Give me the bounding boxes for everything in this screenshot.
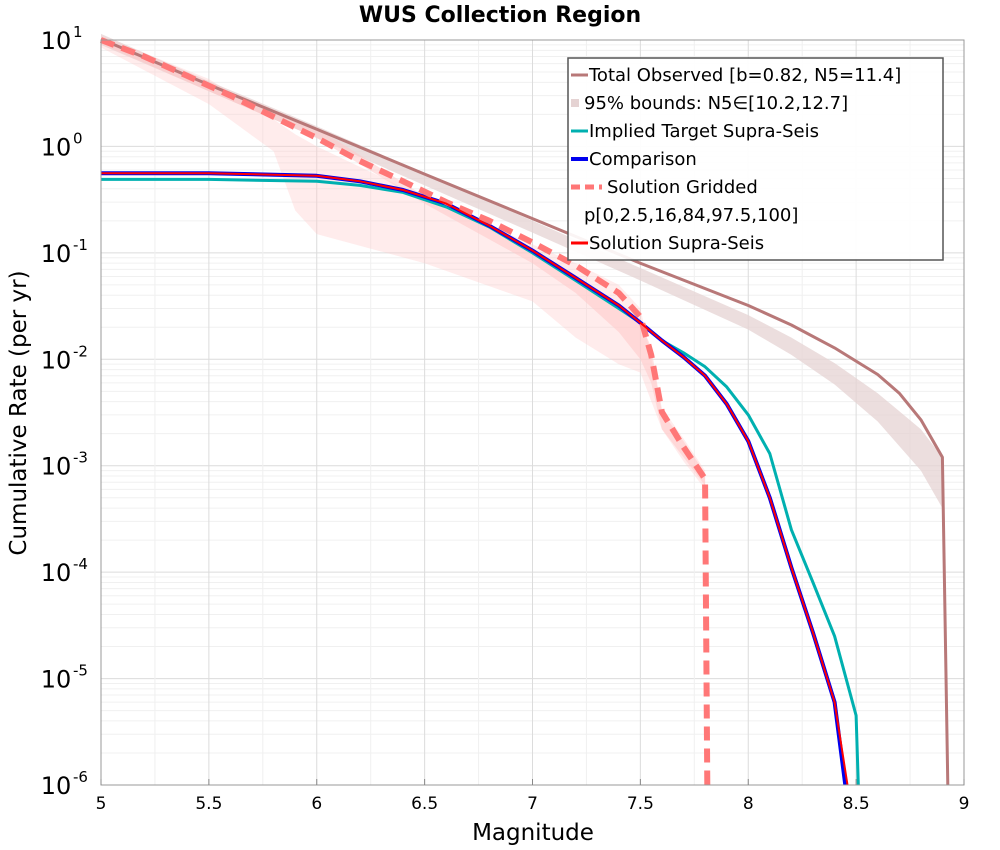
legend-label: p[0,2.5,16,84,97.5,100] [584,205,798,226]
x-tick-label: 6.5 [411,794,438,814]
legend-label: 95% bounds: N5∈[10.2,12.7] [584,93,848,114]
y-axis-label: Cumulative Rate (per yr) [6,270,32,555]
legend-box [567,57,944,261]
x-tick-label: 7 [527,794,538,814]
chart-title: WUS Collection Region [359,3,641,28]
y-tick-base: 10 [41,666,72,694]
y-tick-exponent: 1 [73,23,83,41]
x-tick-label: 7.5 [627,794,654,814]
chart-series [99,37,950,786]
legend-item: Implied Target Supra-Seis [571,121,819,142]
legend-item: Solution Supra-Seis [571,233,764,254]
y-tick-base: 10 [41,346,72,374]
legend-label: Solution Gridded [607,177,758,198]
x-axis-label: Magnitude [472,820,594,846]
legend-label: Comparison [589,149,697,170]
x-tick-label: 6 [311,794,322,814]
legend-item: Solution Gridded [571,177,758,198]
y-tick-base: 10 [41,133,72,161]
legend: Total Observed [b=0.82, N5=11.4] 95% boun… [567,57,944,261]
series-line [101,172,849,786]
legend-item: Comparison [571,149,697,170]
x-tick-label: 9 [959,794,970,814]
legend-label: Solution Supra-Seis [589,233,764,254]
x-tick-label: 8 [743,794,754,814]
y-tick-exponent: -1 [73,236,88,254]
y-tick-label: 10 0 [41,129,83,161]
x-axis-ticks: 5 5.5 6 6.5 7 7.5 8 8.5 9 [96,779,970,814]
x-tick-label: 5.5 [195,794,222,814]
x-tick-label: 5 [96,794,107,814]
x-tick-label: 8.5 [843,794,870,814]
legend-item: 95% bounds: N5∈[10.2,12.7] [571,93,848,114]
y-tick-exponent: -5 [73,662,88,680]
y-tick-exponent: 0 [73,129,83,147]
y-tick-base: 10 [41,772,72,800]
y-tick-label: 10 -2 [41,342,88,374]
y-tick-base: 10 [41,453,72,481]
y-tick-label: 10 -5 [41,662,88,694]
legend-swatch [571,99,579,107]
y-tick-base: 10 [41,559,72,587]
y-tick-label: 10 -1 [41,236,88,268]
legend-item: p[0,2.5,16,84,97.5,100] [584,205,798,226]
legend-label: Implied Target Supra-Seis [589,121,819,142]
series-line [99,37,711,786]
y-tick-exponent: -4 [73,555,88,573]
y-tick-exponent: -6 [73,768,88,786]
legend-item: Total Observed [b=0.82, N5=11.4] [571,65,901,86]
y-tick-base: 10 [41,240,72,268]
y-tick-label: 10 -4 [41,555,88,587]
y-tick-exponent: -2 [73,342,88,360]
y-tick-base: 10 [41,27,72,55]
y-axis-ticks: 10 010 110 -110 -210 -310 -410 -510 -6 [41,23,88,800]
y-tick-exponent: -3 [73,449,88,467]
y-tick-label: 10 -6 [41,768,88,800]
legend-label: Total Observed [b=0.82, N5=11.4] [588,65,901,86]
y-tick-label: 10 -3 [41,449,88,481]
series-line [100,37,950,786]
y-tick-label: 10 1 [41,23,83,55]
